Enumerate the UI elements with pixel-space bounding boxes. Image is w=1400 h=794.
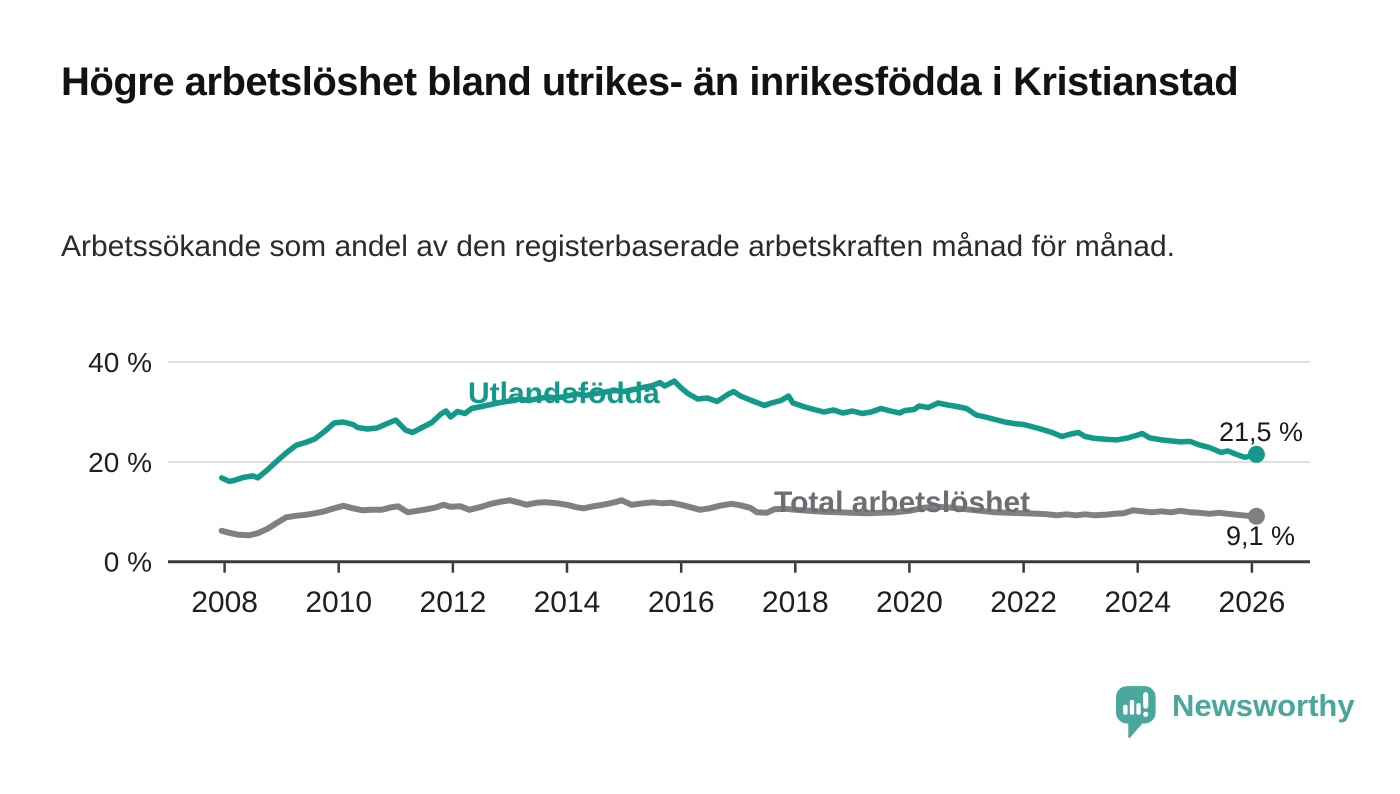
newsworthy-logo-text: Newsworthy xyxy=(1172,688,1355,723)
series-label-total-arbetsloshet: Total arbetslöshet xyxy=(774,486,1031,519)
x-tick-label: 2020 xyxy=(876,586,943,619)
x-tick-label: 2008 xyxy=(191,586,258,619)
x-tick-label: 2022 xyxy=(990,586,1057,619)
series-end-dot xyxy=(1247,445,1265,463)
y-tick-label: 0 % xyxy=(104,547,152,578)
logo-bubble-shape xyxy=(1116,686,1156,739)
x-tick-label: 2012 xyxy=(420,586,487,619)
y-tick-label: 40 % xyxy=(88,347,152,378)
logo-exclamation-dot xyxy=(1143,711,1149,717)
end-value-total-arbetsloshet: 9,1 % xyxy=(1226,521,1296,551)
x-tick-label: 2010 xyxy=(305,586,372,619)
x-tick-label: 2016 xyxy=(648,586,715,619)
series-end-dot xyxy=(1247,507,1265,525)
x-tick-label: 2018 xyxy=(762,586,829,619)
page-title: Högre arbetslöshet bland utrikes- än inr… xyxy=(61,60,1239,104)
series-label-utlandsfodda: Utlandsfödda xyxy=(468,377,660,410)
end-value-utlandsfodda: 21,5 % xyxy=(1219,417,1304,447)
logo-bar-2 xyxy=(1129,699,1135,715)
x-tick-label: 2026 xyxy=(1219,586,1286,619)
newsworthy-logo-icon xyxy=(1116,686,1156,739)
y-tick-label: 20 % xyxy=(88,447,152,478)
x-tick-label: 2014 xyxy=(534,586,601,619)
logo-bar-1 xyxy=(1123,704,1128,715)
series-line xyxy=(218,497,1260,539)
newsworthy-logo: Newsworthy xyxy=(1116,686,1355,739)
logo-exclamation-bar xyxy=(1143,692,1149,709)
x-tick-label: 2024 xyxy=(1104,586,1171,619)
page-subtitle: Arbetssökande som andel av den registerb… xyxy=(61,230,1175,263)
series-line xyxy=(218,378,1260,485)
logo-bar-3 xyxy=(1136,703,1141,715)
